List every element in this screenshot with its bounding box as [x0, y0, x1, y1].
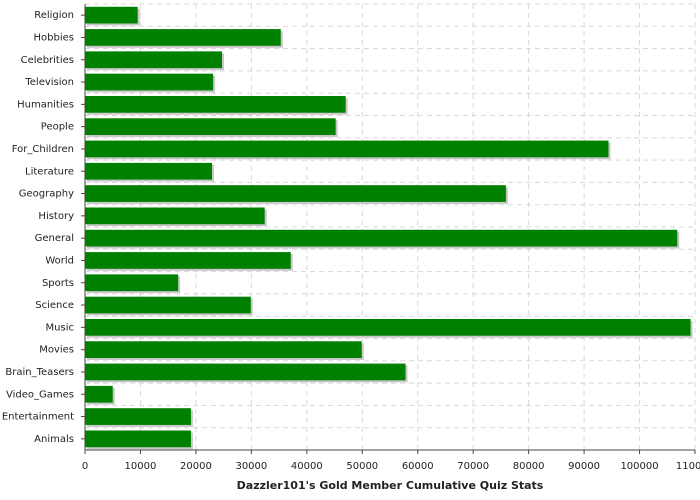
bar [85, 185, 506, 202]
bar [85, 296, 251, 314]
y-tick-label: Video_Games [6, 389, 74, 400]
y-tick-label: World [45, 255, 74, 266]
bar [85, 229, 678, 247]
bar [85, 363, 406, 381]
bar [85, 430, 191, 448]
bar [85, 207, 265, 225]
x-tick-label: 40000 [291, 461, 323, 472]
y-tick-label: People [41, 122, 74, 133]
y-tick-label: Celebrities [21, 55, 74, 66]
x-tick-label: 20000 [180, 461, 212, 472]
x-tick-label: 80000 [513, 461, 545, 472]
x-tick-label: 10000 [125, 461, 157, 472]
bar [85, 385, 113, 403]
y-tick-label: Brain_Teasers [5, 367, 74, 378]
y-tick-label: Religion [34, 10, 74, 21]
x-tick-label: 90000 [568, 461, 600, 472]
x-tick-label: 70000 [457, 461, 489, 472]
y-tick-label: For_Children [12, 144, 74, 155]
bar [85, 252, 291, 269]
bar [85, 51, 222, 69]
bar [85, 408, 191, 425]
bar [85, 29, 281, 46]
bar [85, 318, 691, 336]
y-tick-label: Literature [25, 166, 74, 177]
bar [85, 140, 609, 158]
bar [85, 274, 179, 292]
x-tick-label: 30000 [235, 461, 267, 472]
y-tick-label: History [38, 211, 74, 222]
y-tick-label: Television [24, 77, 74, 88]
y-tick-label: Humanities [17, 99, 74, 110]
bar [85, 162, 212, 180]
x-tick-label: 100000 [620, 461, 658, 472]
y-tick-label: Movies [39, 345, 74, 356]
x-axis-title: Dazzler101's Gold Member Cumulative Quiz… [237, 479, 544, 492]
y-tick-label: Sports [42, 278, 74, 289]
bar [85, 118, 336, 136]
y-tick-label: Geography [19, 189, 74, 200]
y-tick-label: Science [35, 300, 74, 311]
x-tick-label: 0 [82, 461, 88, 472]
bar [85, 6, 138, 24]
y-tick-label: General [35, 233, 74, 244]
y-tick-label: Entertainment [2, 412, 74, 423]
x-tick-label: 60000 [402, 461, 434, 472]
y-tick-label: Hobbies [34, 32, 74, 43]
y-tick-label: Animals [34, 434, 74, 445]
bar [85, 73, 214, 91]
y-tick-label: Music [46, 322, 74, 333]
bar [85, 95, 346, 113]
bar [85, 341, 362, 359]
x-tick-label: 50000 [346, 461, 378, 472]
x-tick-label: 110000 [676, 461, 700, 472]
